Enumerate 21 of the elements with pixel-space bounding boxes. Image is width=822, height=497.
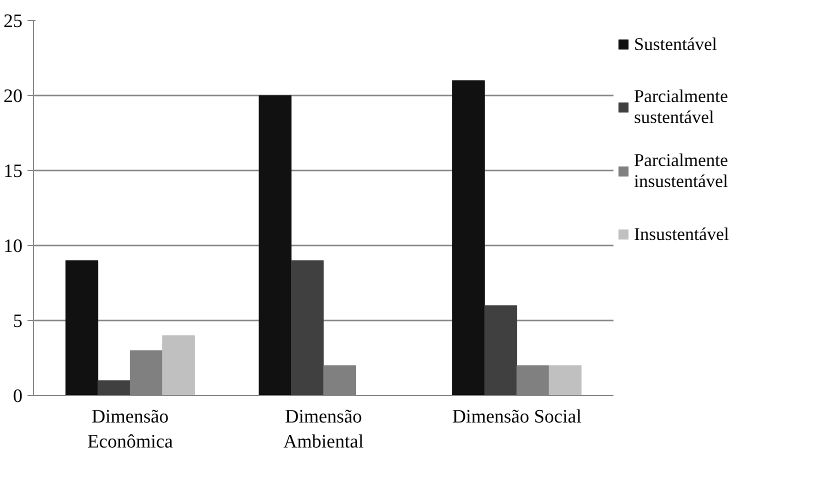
legend-label: Sustentável [634,32,717,56]
bar [162,335,195,396]
y-tick-label: 20 [4,86,22,107]
legend-label: Parcialmente insustentável [634,150,728,192]
bar [452,80,485,396]
legend-label: Parcialmente sustentável [634,86,728,128]
y-tick-label: 10 [4,236,22,257]
y-tick-label: 15 [4,161,22,182]
bar [98,380,130,396]
bar [548,365,582,396]
bar [258,95,292,396]
legend-label: Insustentável [634,222,729,246]
x-tick-label: Dimensão Social [452,406,582,428]
y-tick-label: 5 [13,311,22,332]
bar [65,260,98,396]
bar [291,260,324,396]
x-tick-label: Dimensão Ambiental [283,406,364,453]
y-tick-label: 25 [4,11,22,32]
bar [484,305,518,396]
x-tick-label: Dimensão Econômica [87,406,174,453]
y-tick-label: 0 [13,386,22,407]
